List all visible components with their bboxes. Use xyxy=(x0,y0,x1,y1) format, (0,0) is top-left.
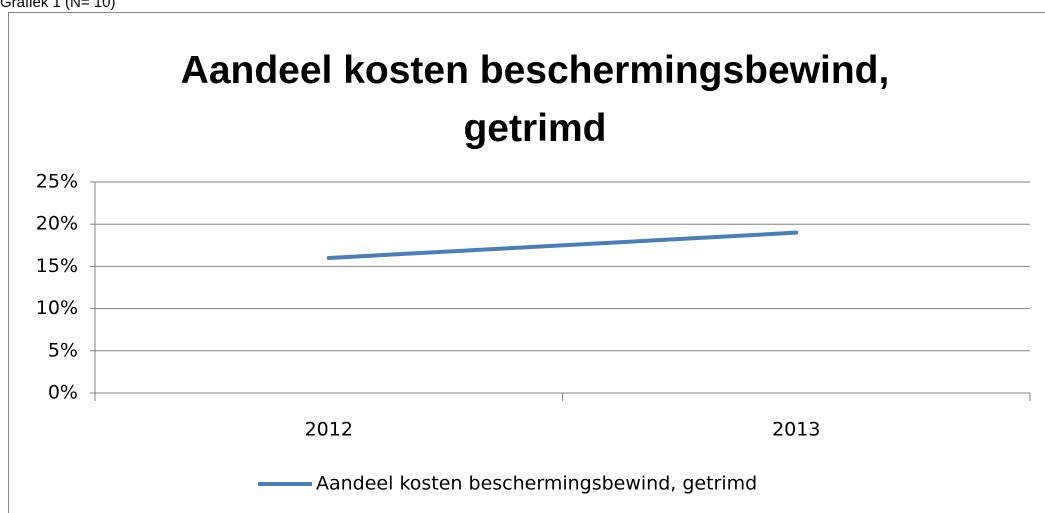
y-tick-label: 15% xyxy=(36,255,78,277)
x-tick-label: 2013 xyxy=(772,419,820,441)
chart-border xyxy=(8,12,1045,513)
y-tick-label: 0% xyxy=(48,382,78,404)
caption: Grafiek 1 (N= 10) xyxy=(0,0,116,11)
y-tick-label: 25% xyxy=(36,171,78,193)
legend-label: Aandeel kosten beschermingsbewind, getri… xyxy=(316,473,757,495)
y-tick-label: 20% xyxy=(36,213,78,235)
data-line xyxy=(326,230,799,260)
y-tick-label: 10% xyxy=(36,297,78,319)
chart-title: Aandeel kosten beschermingsbewind, getri… xyxy=(180,49,890,150)
x-tick-label: 2012 xyxy=(305,419,353,441)
y-tick-label: 5% xyxy=(48,339,78,361)
